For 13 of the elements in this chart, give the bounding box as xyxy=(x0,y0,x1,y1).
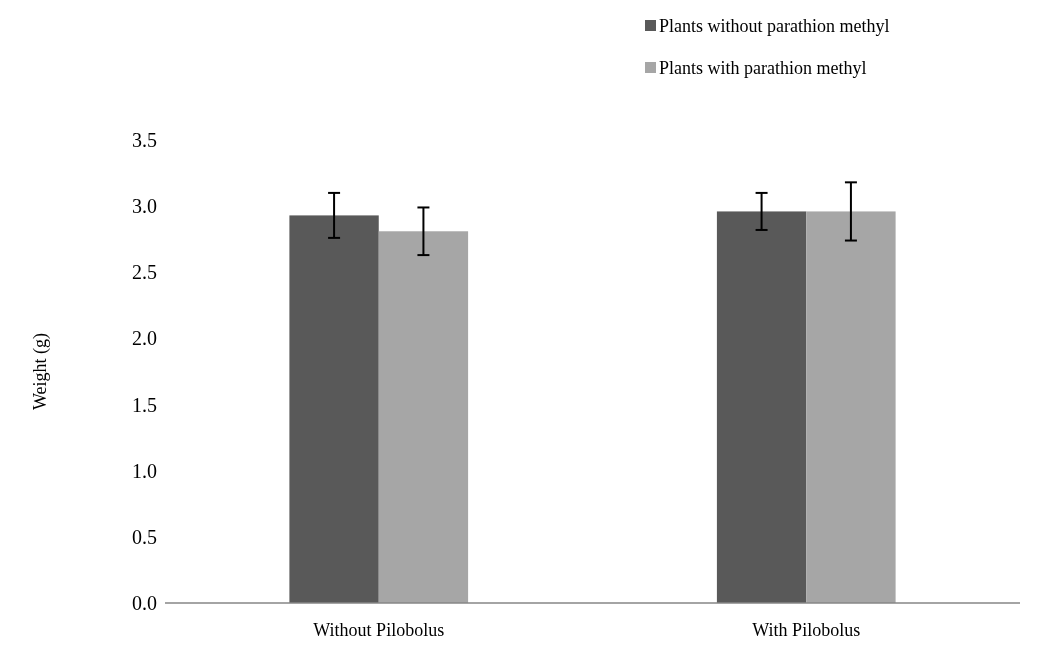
y-tick-label: 3.5 xyxy=(132,129,157,151)
x-tick-label: Without Pilobolus xyxy=(313,620,445,640)
y-tick-label: 0.0 xyxy=(132,592,157,614)
legend-label: Plants without parathion methyl xyxy=(659,16,890,37)
y-tick-label: 2.0 xyxy=(132,327,157,350)
legend-label: Plants with parathion methyl xyxy=(659,58,867,79)
y-tick-label: 1.5 xyxy=(132,393,157,416)
y-tick-label: 1.0 xyxy=(132,459,157,482)
y-tick-label: 2.5 xyxy=(132,261,157,284)
y-tick-label: 3.0 xyxy=(132,195,157,218)
y-tick-label: 0.5 xyxy=(132,525,157,548)
y-axis-title: Weight (g) xyxy=(30,332,51,411)
x-tick-label: With Pilobolus xyxy=(752,620,861,640)
